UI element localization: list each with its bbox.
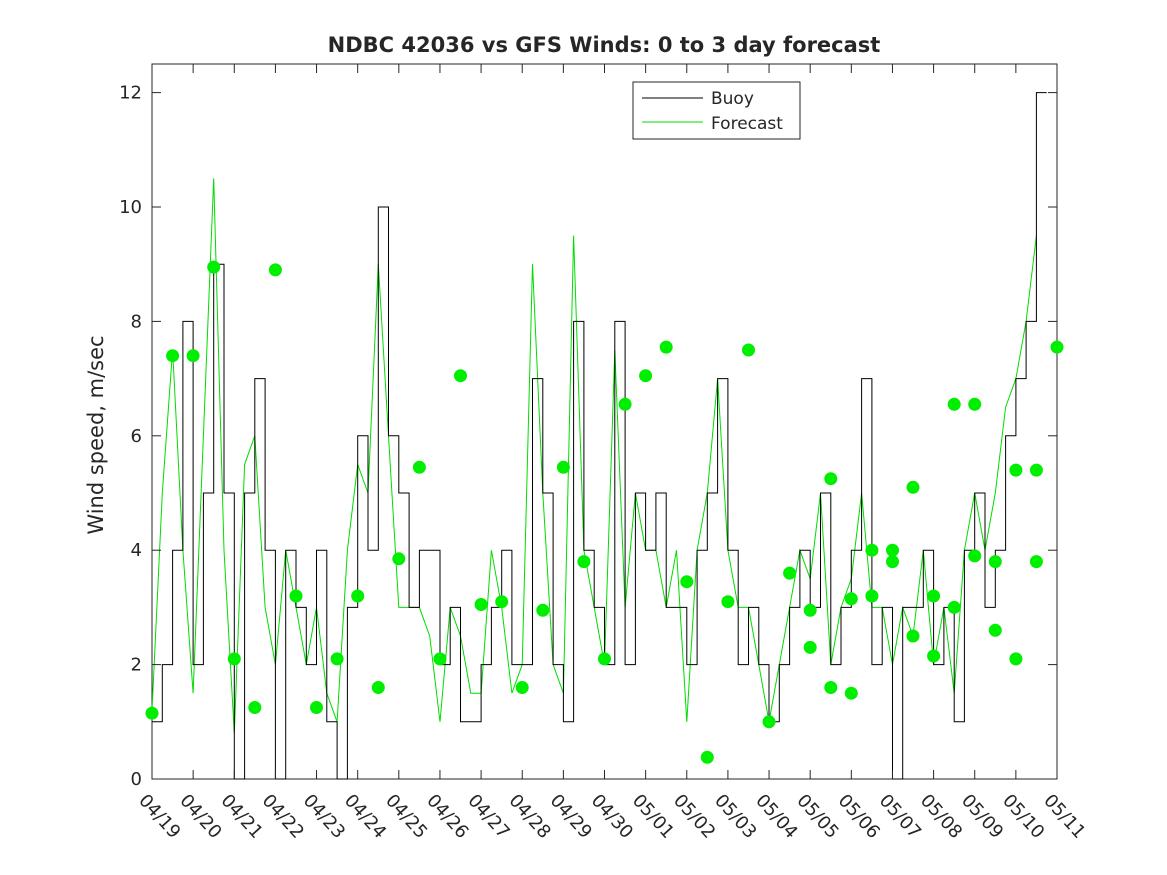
y-tick-label: 0 bbox=[131, 769, 142, 790]
x-tick-label: 04/29 bbox=[546, 790, 596, 843]
x-tick-label: 05/11 bbox=[1039, 790, 1089, 843]
x-tick-label: 04/19 bbox=[134, 790, 184, 843]
forecast-marker bbox=[865, 543, 879, 557]
y-axis-label: Wind speed, m/sec bbox=[84, 335, 108, 534]
forecast-marker bbox=[166, 349, 180, 363]
chart-legend: Buoy Forecast bbox=[632, 81, 801, 140]
forecast-marker bbox=[803, 640, 817, 654]
forecast-marker bbox=[536, 603, 550, 617]
forecast-marker bbox=[1029, 555, 1043, 569]
legend-label-buoy: Buoy bbox=[711, 89, 754, 109]
forecast-marker bbox=[433, 652, 447, 666]
forecast-marker bbox=[783, 566, 797, 580]
forecast-marker bbox=[988, 623, 1002, 637]
forecast-marker bbox=[515, 681, 529, 694]
forecast-marker bbox=[454, 369, 467, 383]
x-tick-label: 05/10 bbox=[998, 790, 1048, 843]
forecast-marker bbox=[145, 706, 159, 720]
forecast-marker bbox=[968, 549, 982, 563]
x-tick-label: 05/09 bbox=[957, 790, 1007, 843]
x-tick-label: 05/03 bbox=[710, 790, 760, 843]
forecast-marker bbox=[742, 343, 755, 357]
x-tick-label: 04/28 bbox=[505, 790, 555, 843]
x-tick-label: 04/25 bbox=[381, 790, 431, 843]
forecast-marker bbox=[1029, 463, 1043, 477]
forecast-marker bbox=[207, 260, 221, 274]
forecast-marker bbox=[906, 629, 920, 643]
forecast-marker bbox=[310, 701, 323, 714]
y-tick-label: 10 bbox=[119, 197, 142, 218]
forecast-marker bbox=[495, 595, 509, 609]
forecast-marker bbox=[1009, 463, 1023, 477]
forecast-marker bbox=[186, 349, 200, 363]
forecast-marker bbox=[639, 369, 653, 383]
forecast-marker bbox=[927, 589, 941, 603]
forecast-marker bbox=[968, 397, 982, 411]
x-tick-label: 05/07 bbox=[875, 790, 925, 843]
x-tick-label: 04/26 bbox=[422, 790, 472, 843]
y-tick-label: 2 bbox=[131, 655, 142, 676]
forecast-marker bbox=[988, 555, 1002, 569]
forecast-marker bbox=[371, 681, 385, 694]
forecast-marker bbox=[1050, 340, 1064, 354]
y-tick-label: 4 bbox=[131, 540, 142, 561]
forecast-marker bbox=[268, 263, 282, 277]
x-tick-label: 04/27 bbox=[463, 790, 513, 843]
x-tick-label: 05/08 bbox=[916, 790, 966, 843]
forecast-marker bbox=[474, 598, 488, 611]
x-tick-label: 04/22 bbox=[258, 790, 308, 843]
x-tick-label: 04/21 bbox=[217, 790, 267, 843]
legend-box bbox=[632, 81, 801, 140]
forecast-marker bbox=[865, 589, 879, 603]
forecast-marker bbox=[1009, 652, 1023, 666]
forecast-marker bbox=[618, 397, 632, 411]
x-tick-label: 05/01 bbox=[628, 790, 678, 843]
x-tick-label: 05/06 bbox=[834, 790, 884, 843]
forecast-marker bbox=[844, 592, 858, 606]
forecast-marker bbox=[227, 652, 241, 666]
forecast-marker bbox=[927, 649, 941, 663]
x-tick-label: 05/05 bbox=[792, 790, 842, 843]
forecast-marker bbox=[577, 555, 591, 569]
forecast-marker bbox=[886, 543, 899, 557]
x-tick-label: 04/20 bbox=[175, 790, 225, 843]
forecast-marker bbox=[721, 595, 735, 609]
forecast-marker bbox=[598, 652, 611, 666]
forecast-marker bbox=[947, 600, 961, 614]
axes-box bbox=[151, 63, 1058, 780]
forecast-marker bbox=[762, 715, 776, 729]
forecast-marker bbox=[824, 472, 838, 486]
forecast-marker bbox=[700, 750, 714, 764]
forecast-marker bbox=[947, 397, 961, 411]
legend-label-forecast: Forecast bbox=[711, 114, 783, 134]
x-tick-label: 04/30 bbox=[587, 790, 637, 843]
forecast-marker bbox=[659, 340, 673, 354]
forecast-marker bbox=[392, 552, 406, 566]
forecast-marker bbox=[248, 701, 262, 714]
forecast-marker bbox=[412, 460, 426, 474]
forecast-marker bbox=[886, 555, 899, 569]
plot-area: 02468101204/1904/2004/2104/2204/2304/240… bbox=[119, 63, 1090, 843]
forecast-marker bbox=[330, 652, 344, 666]
y-tick-label: 6 bbox=[131, 426, 142, 447]
forecast-marker bbox=[556, 460, 570, 474]
forecast-marker bbox=[351, 589, 365, 603]
y-tick-label: 12 bbox=[119, 83, 142, 104]
chart-title: NDBC 42036 vs GFS Winds: 0 to 3 day fore… bbox=[328, 33, 881, 57]
forecast-marker bbox=[844, 686, 858, 700]
forecast-marker bbox=[680, 575, 694, 589]
forecast-marker bbox=[803, 603, 817, 617]
forecast-marker bbox=[906, 480, 920, 494]
forecast-marker bbox=[289, 589, 303, 603]
x-tick-label: 05/04 bbox=[751, 790, 801, 843]
x-tick-label: 04/23 bbox=[299, 790, 349, 843]
x-tick-label: 05/02 bbox=[669, 790, 719, 843]
forecast-marker bbox=[824, 681, 838, 694]
x-tick-label: 04/24 bbox=[340, 790, 390, 843]
y-tick-label: 8 bbox=[131, 311, 142, 332]
